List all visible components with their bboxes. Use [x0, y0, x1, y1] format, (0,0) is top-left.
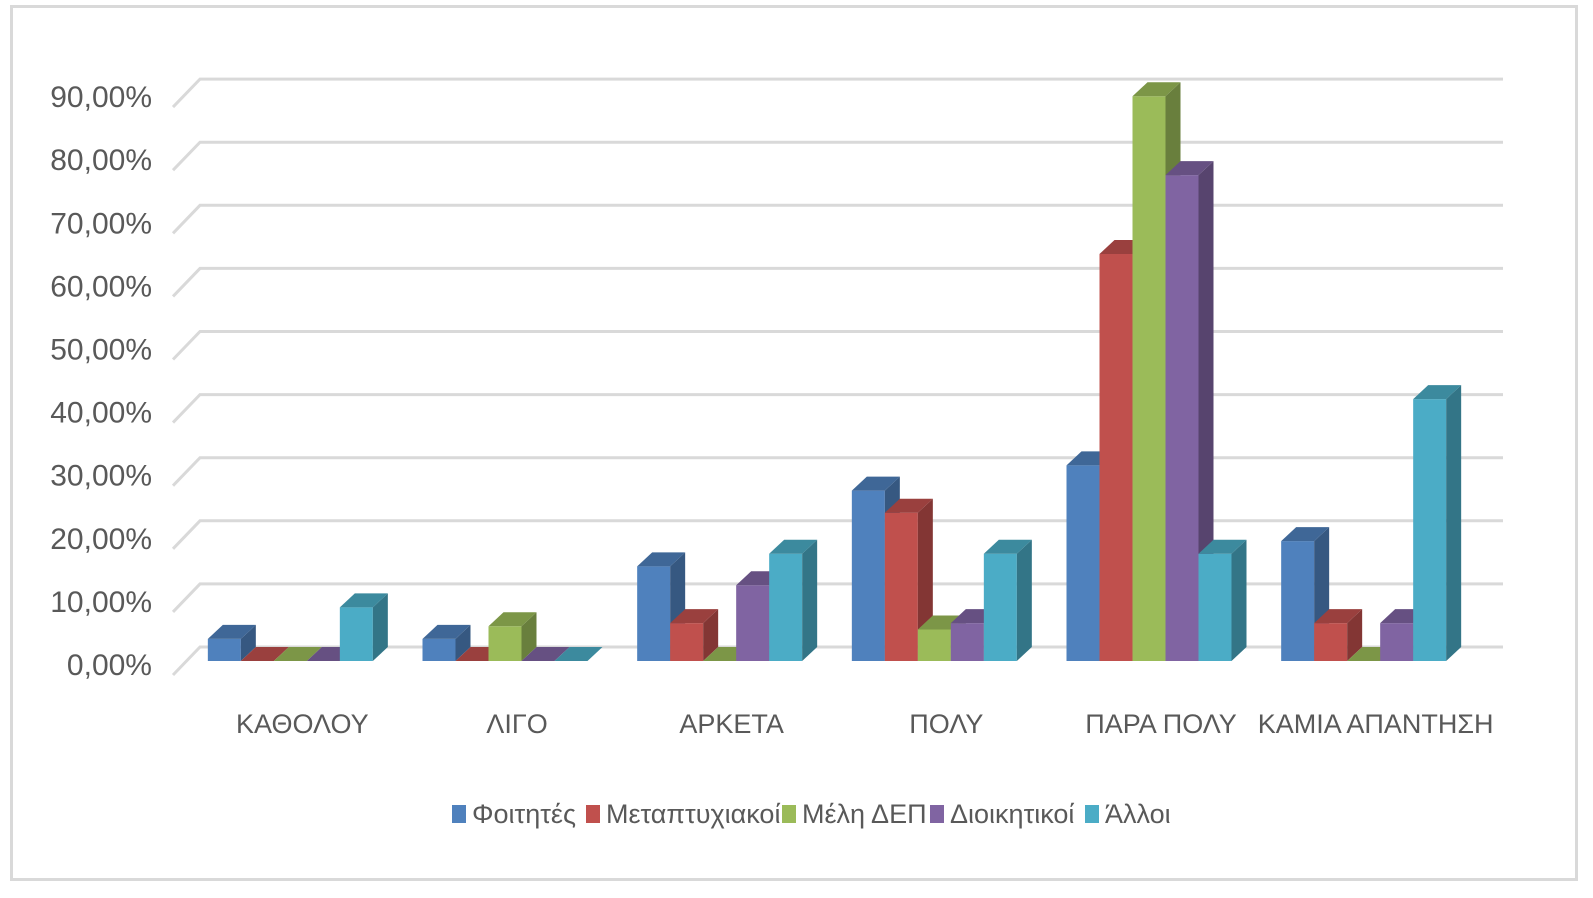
gridline: [171, 140, 1503, 172]
y-tick-label: 20,00%: [50, 523, 152, 556]
bar: [983, 539, 1032, 661]
bar: [1165, 161, 1214, 661]
y-tick-label: 40,00%: [50, 397, 152, 430]
bar: [670, 609, 719, 661]
category-label: ΠΟΛΥ: [909, 709, 983, 739]
y-tick-label: 10,00%: [50, 586, 152, 619]
bar: [422, 624, 471, 661]
bar: [521, 647, 570, 661]
y-axis-labels: 0,00% 10,00% 20,00% 30,00% 40,00% 50,00% 60,00…: [50, 81, 152, 682]
y-tick-label: 50,00%: [50, 334, 152, 367]
legend-swatch: [1085, 805, 1099, 823]
bars: [207, 82, 1462, 661]
category-label: ΚΑΜΙΑ ΑΠΑΝΤΗΣΗ: [1258, 709, 1494, 739]
y-tick-label: 80,00%: [50, 144, 152, 177]
bar: [207, 624, 256, 661]
legend-label: Φοιτητές: [472, 799, 576, 829]
bar: [339, 593, 388, 661]
gridline: [171, 393, 1503, 424]
legend-item: Φοιτητές: [452, 799, 576, 829]
legend-swatch: [930, 805, 944, 823]
legend-label: Άλλοι: [1105, 799, 1171, 829]
legend-item: Διοικητικοί: [930, 799, 1074, 829]
category-label: ΛΙΓΟ: [486, 709, 547, 739]
y-tick-label: 0,00%: [67, 649, 152, 682]
gridline: [171, 203, 1503, 235]
bar: [554, 647, 603, 661]
legend: Φοιτητές Μεταπτυχιακοί Μέλη ΔΕΠ Διοικητικοί…: [452, 799, 1171, 829]
bar: [488, 612, 537, 661]
chart-area: [10, 5, 1578, 881]
legend-item: Μέλη ΔΕΠ: [782, 799, 927, 829]
legend-swatch: [586, 805, 600, 823]
gridline: [171, 330, 1503, 361]
legend-item: Άλλοι: [1085, 799, 1171, 829]
category-label: ΠΑΡΑ ΠΟΛΥ: [1085, 709, 1237, 739]
y-tick-label: 30,00%: [50, 460, 152, 493]
legend-label: Μέλη ΔΕΠ: [802, 799, 927, 829]
gridline: [171, 77, 1503, 109]
legend-item: Μεταπτυχιακοί: [586, 799, 780, 829]
y-tick-label: 90,00%: [50, 81, 152, 114]
x-axis-labels: ΚΑΘΟΛΟΥ ΛΙΓΟ ΑΡΚΕΤΑ ΠΟΛΥ ΠΑΡΑ ΠΟΛΥ ΚΑΜΙΑ ΑΠΑΝ…: [236, 709, 1493, 739]
category-label: ΚΑΘΟΛΟΥ: [236, 709, 369, 739]
bar: [1314, 609, 1363, 661]
y-tick-label: 60,00%: [50, 270, 152, 303]
bar: [1198, 539, 1247, 661]
legend-swatch: [452, 805, 466, 823]
bar: [769, 539, 818, 661]
bar: [1413, 385, 1462, 661]
bar: [637, 552, 686, 661]
category-label: ΑΡΚΕΤΑ: [679, 709, 784, 739]
legend-label: Μεταπτυχιακοί: [606, 799, 780, 829]
gridline: [171, 266, 1503, 298]
bar: [240, 647, 289, 661]
legend-swatch: [782, 805, 796, 823]
y-tick-label: 70,00%: [50, 207, 152, 240]
bar: [273, 647, 322, 661]
legend-label: Διοικητικοί: [950, 799, 1074, 829]
gridline: [171, 456, 1503, 487]
